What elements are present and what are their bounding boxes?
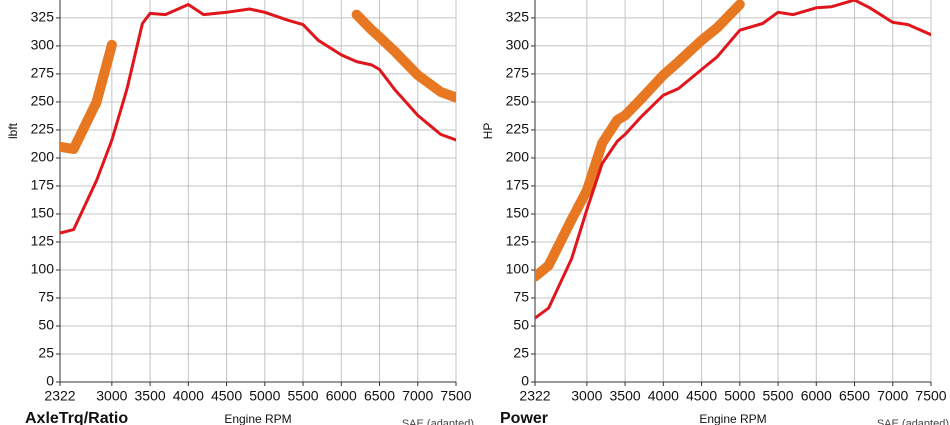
y-tick-label: 175 [506,177,530,193]
x-tick-label: 5500 [762,388,793,404]
x-tick-label: 5000 [249,388,280,404]
x-tick-label: 2322 [44,388,75,404]
x-axis-label: Engine RPM [699,412,766,425]
x-tick-label: 2322 [519,388,550,404]
x-tick-label: 5500 [287,388,318,404]
x-tick-label: 3000 [571,388,602,404]
x-tick-label: 4500 [211,388,242,404]
y-tick-label: 125 [31,233,55,249]
panel-title: AxleTrq/Ratio [25,410,128,425]
y-tick-label: 275 [506,65,530,81]
y-tick-label: 125 [506,233,530,249]
x-tick-label: 3500 [135,388,166,404]
y-tick-label: 100 [31,261,55,277]
y-tick-label: 150 [31,205,55,221]
plot-area [535,0,931,320]
x-tick-label: 6000 [801,388,832,404]
x-tick-label: 5000 [724,388,755,404]
x-tick-label: 7000 [877,388,908,404]
y-tick-label: 250 [506,93,530,109]
y-tick-label: 0 [521,373,529,389]
panel-title: Power [500,410,548,425]
y-tick-label: 175 [31,177,55,193]
y-tick-label: 200 [31,149,55,165]
chart-panel: 0 25 50 75 100 125 150 175 200 225 250 275 300 325 232… [6,0,474,425]
y-tick-label: 325 [506,9,530,25]
x-tick-label: 7500 [440,388,471,404]
y-axis-label: lbft [6,122,20,139]
data-line [535,0,931,320]
y-tick-label: 100 [506,261,530,277]
x-tick-label: 6000 [326,388,357,404]
y-tick-label: 225 [506,121,530,137]
y-axis-label: HP [481,123,495,140]
y-tick-label: 300 [506,37,530,53]
y-tick-label: 75 [513,289,529,305]
y-tick-label: 225 [31,121,55,137]
y-tick-label: 50 [38,317,54,333]
x-tick-label: 4000 [173,388,204,404]
y-tick-label: 25 [513,345,529,361]
y-tick-label: 300 [31,37,55,53]
y-tick-label: 0 [46,373,54,389]
y-tick-label: 75 [38,289,54,305]
data-line [535,0,745,282]
note: SAE (adapted) [877,418,949,425]
y-tick-label: 150 [506,205,530,221]
note: SAE (adapted) [402,418,474,425]
x-tick-label: 7000 [402,388,433,404]
y-tick-label: 25 [38,345,54,361]
y-tick-label: 325 [31,9,55,25]
x-tick-label: 7500 [915,388,946,404]
y-tick-label: 200 [506,149,530,165]
x-axis-label: Engine RPM [224,412,291,425]
y-tick-label: 50 [513,317,529,333]
x-tick-label: 6500 [364,388,395,404]
y-tick-label: 250 [31,93,55,109]
x-tick-label: 3500 [610,388,641,404]
chart-panel: 0 25 50 75 100 125 150 175 200 225 250 275 300 325 232… [481,0,949,425]
x-tick-label: 4500 [686,388,717,404]
x-tick-label: 3000 [96,388,127,404]
x-tick-label: 4000 [648,388,679,404]
data-line [60,9,456,154]
y-tick-label: 275 [31,65,55,81]
data-line [60,3,456,235]
plot-area [60,3,456,235]
x-tick-label: 6500 [839,388,870,404]
